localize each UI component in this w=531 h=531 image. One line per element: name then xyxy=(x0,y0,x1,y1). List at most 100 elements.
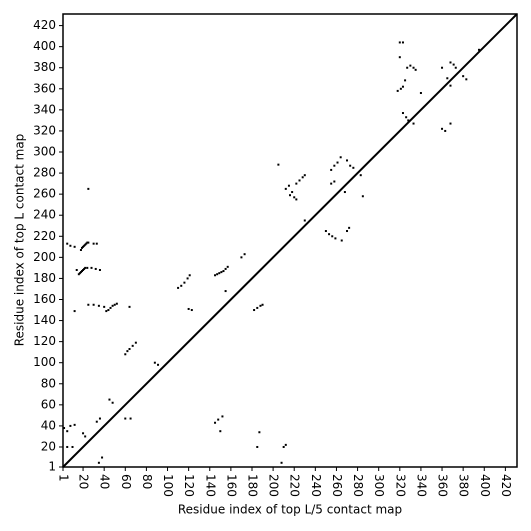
contact-point xyxy=(407,119,410,122)
x-tick-label: 220 xyxy=(288,474,302,497)
contact-point xyxy=(103,305,106,308)
y-axis-label: Residue index of top L contact map xyxy=(13,134,27,347)
contact-point xyxy=(284,187,287,190)
contact-point xyxy=(105,310,108,313)
contact-point xyxy=(226,265,229,268)
contact-point xyxy=(298,179,301,182)
contact-point xyxy=(221,415,224,418)
contact-point xyxy=(414,68,417,71)
contact-point xyxy=(462,75,465,78)
contact-point xyxy=(187,307,190,310)
contact-point xyxy=(188,274,191,277)
contact-point xyxy=(348,226,351,229)
contact-point xyxy=(346,159,349,162)
contact-point xyxy=(128,348,131,351)
contact-point xyxy=(81,270,84,273)
contact-point xyxy=(87,187,90,190)
contact-point xyxy=(334,237,337,240)
contact-point xyxy=(331,235,334,238)
contact-point xyxy=(256,306,259,309)
contact-point xyxy=(349,164,352,167)
contact-point xyxy=(277,163,280,166)
x-tick-label: 420 xyxy=(499,474,513,497)
y-tick-label: 320 xyxy=(33,123,56,137)
contact-point xyxy=(95,420,98,423)
contact-point xyxy=(98,417,101,420)
contact-point xyxy=(398,56,401,59)
contact-point xyxy=(340,239,343,242)
contact-point xyxy=(66,445,69,448)
y-tick-label: 140 xyxy=(33,313,56,327)
contact-point xyxy=(261,303,264,306)
contact-point xyxy=(66,430,69,433)
contact-point xyxy=(83,267,86,270)
contact-point xyxy=(87,303,90,306)
contact-point xyxy=(287,184,290,187)
contact-point xyxy=(214,274,217,277)
x-tick-label: 360 xyxy=(436,474,450,497)
y-tick-label: 420 xyxy=(33,18,56,32)
contact-point xyxy=(131,344,134,347)
contact-point xyxy=(449,122,452,125)
contact-point xyxy=(79,271,82,274)
contact-point xyxy=(157,363,160,366)
y-tick-label: 60 xyxy=(41,397,56,411)
x-tick-label: 80 xyxy=(140,474,154,489)
contact-point xyxy=(86,241,89,244)
contact-point xyxy=(111,401,114,404)
plot-frame xyxy=(62,13,518,468)
contact-point xyxy=(81,246,84,249)
contact-point xyxy=(113,303,116,306)
x-tick-label: 340 xyxy=(414,474,428,497)
contact-point xyxy=(75,268,78,271)
contact-point xyxy=(359,174,362,177)
contact-point xyxy=(352,166,355,169)
contact-point xyxy=(441,127,444,130)
contact-point xyxy=(90,266,93,269)
y-tick-label: 160 xyxy=(33,292,56,306)
contact-point xyxy=(109,306,112,309)
x-tick-label: 240 xyxy=(309,474,323,497)
contact-point xyxy=(222,270,225,273)
x-tick-label: 300 xyxy=(372,474,386,497)
contact-point xyxy=(98,268,101,271)
x-tick-label: 160 xyxy=(224,474,238,497)
contact-point xyxy=(224,267,227,270)
contact-point xyxy=(124,353,127,356)
contact-point xyxy=(86,266,89,269)
contact-point xyxy=(82,268,85,271)
contact-point xyxy=(217,418,220,421)
contact-point xyxy=(280,461,283,464)
x-tick-label: 260 xyxy=(330,474,344,497)
contact-point xyxy=(405,116,408,119)
x-axis-label: Residue index of top L/5 contact map xyxy=(178,503,402,517)
contact-point xyxy=(220,271,223,274)
x-tick-label: 200 xyxy=(267,474,281,497)
contact-point xyxy=(446,77,449,80)
contact-point xyxy=(477,48,480,51)
contact-point xyxy=(92,303,95,306)
x-tick-label: 280 xyxy=(351,474,365,497)
x-tick-label: 140 xyxy=(203,474,217,497)
contact-point xyxy=(183,281,186,284)
contact-point xyxy=(82,432,85,435)
y-tick-label: 180 xyxy=(33,271,56,285)
contact-point xyxy=(452,63,455,66)
contact-point xyxy=(66,242,69,245)
contact-point xyxy=(82,245,85,248)
contact-point xyxy=(303,219,306,222)
contact-point xyxy=(399,87,402,90)
contact-point xyxy=(73,245,76,248)
x-tick-label: 100 xyxy=(161,474,175,497)
x-tick-label: 60 xyxy=(119,474,133,489)
contact-point xyxy=(69,424,72,427)
y-tick-label: 1 xyxy=(48,460,56,474)
y-tick-label: 100 xyxy=(33,355,56,369)
contact-point xyxy=(97,304,100,307)
contact-point xyxy=(441,66,444,69)
contact-point xyxy=(219,430,222,433)
contact-point xyxy=(71,445,74,448)
contact-point xyxy=(84,243,87,246)
contact-point xyxy=(343,191,346,194)
